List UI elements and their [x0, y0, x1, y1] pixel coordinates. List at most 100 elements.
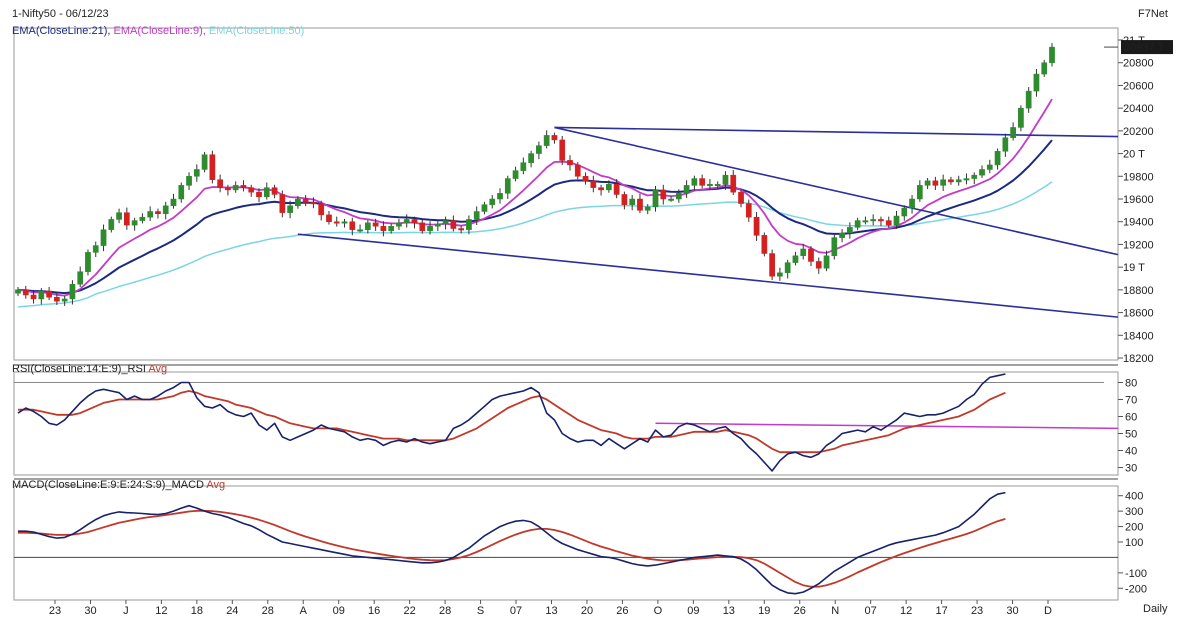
x-tick-label: N	[831, 605, 839, 617]
candle	[738, 191, 744, 204]
x-tick-label: S	[477, 605, 484, 617]
macd-title: MACD(CloseLine:E:9:E:24:S:9)_MACD Avg	[12, 479, 225, 491]
x-tick-label: 22	[404, 605, 416, 617]
candle	[559, 139, 566, 161]
price-tick-label: 20 T	[1123, 149, 1145, 161]
candle	[186, 176, 192, 186]
candle	[675, 193, 682, 200]
macd-tick-label: 200	[1125, 522, 1143, 534]
candle	[1018, 107, 1024, 128]
candle	[341, 221, 348, 224]
candle	[714, 183, 721, 186]
candle	[574, 164, 581, 177]
candle	[295, 198, 301, 207]
macd-line	[18, 491, 1006, 595]
candle	[22, 289, 29, 296]
provider-label: F7Net	[1138, 8, 1168, 20]
candle	[955, 179, 962, 183]
candle	[800, 248, 807, 257]
legend-ema21: EMA(CloseLine:21),	[12, 25, 111, 37]
candle	[372, 222, 379, 227]
candle	[916, 185, 923, 200]
candle	[458, 228, 464, 231]
rsi-title: RSI(CloseLine:14:E:9)_RSI Avg	[12, 363, 167, 375]
candle	[932, 180, 939, 186]
rsi-line	[17, 373, 1006, 472]
trendline-horizontal	[554, 126, 1119, 138]
price-panel-frame	[13, 27, 1119, 361]
rsi-avg-line	[18, 390, 1006, 454]
x-tick-label: 26	[794, 605, 806, 617]
macd-tick-label: 300	[1125, 506, 1143, 518]
price-tick-label: 20200	[1123, 126, 1154, 138]
x-tick-label: 23	[49, 605, 61, 617]
candle	[753, 216, 760, 236]
candle	[613, 183, 620, 195]
price-tick-label: 19 T	[1123, 262, 1145, 274]
candle	[349, 221, 356, 230]
x-tick-label: 30	[84, 605, 96, 617]
candle	[644, 206, 651, 211]
candle	[396, 222, 402, 227]
x-tick-label: 16	[368, 605, 380, 617]
candle	[178, 185, 185, 200]
last-price-badge	[1121, 40, 1173, 55]
candle	[1049, 46, 1055, 63]
candle	[248, 187, 255, 193]
price-panel: 21 T2080020600204002020020 T198001960019…	[15, 35, 1173, 365]
candle	[979, 169, 985, 176]
x-tick-label: 28	[262, 605, 274, 617]
price-tick-label: 18800	[1123, 285, 1154, 297]
x-tick-label: 20	[581, 605, 593, 617]
x-tick-label: A	[300, 605, 308, 617]
price-tick-label: 19600	[1123, 194, 1154, 206]
rsi-tick-label: 60	[1125, 412, 1137, 424]
candle	[870, 219, 877, 222]
price-tick-label: 20600	[1123, 80, 1154, 92]
candle	[232, 185, 239, 191]
candle	[302, 198, 309, 203]
x-tick-label: 13	[545, 605, 557, 617]
candle	[30, 294, 37, 300]
candle	[15, 289, 21, 294]
candle	[660, 189, 667, 200]
candle	[100, 229, 107, 246]
candle	[201, 154, 208, 170]
macd-panel-frame	[13, 485, 1119, 601]
ema50-line	[17, 181, 1053, 308]
candle	[963, 178, 970, 181]
x-axis: 23 30 J 12 18 24 28 A 09 16 22 28 S 07 13 20 26 O 09 13 19 26…	[49, 600, 1052, 617]
candle	[722, 174, 729, 185]
candle	[131, 220, 138, 226]
candle	[1010, 127, 1016, 138]
candle	[792, 255, 799, 263]
x-tick-label: 07	[510, 605, 522, 617]
x-tick-label: 13	[723, 605, 735, 617]
candle	[333, 221, 340, 224]
candle	[263, 187, 270, 197]
candle	[808, 248, 814, 262]
price-tick-label: 18400	[1123, 330, 1154, 342]
x-tick-label: 09	[687, 605, 699, 617]
candle	[209, 154, 216, 180]
candle	[885, 220, 892, 226]
price-tick-label: 19200	[1123, 239, 1154, 251]
candle	[427, 226, 433, 232]
indicator-legend: EMA(CloseLine:21), EMA(CloseLine:9), EMA…	[12, 25, 304, 37]
candle	[256, 191, 262, 197]
candle	[225, 187, 231, 191]
candle	[815, 261, 822, 269]
candle	[986, 164, 993, 170]
macd-tick-label: -100	[1125, 568, 1147, 580]
candle	[193, 169, 200, 177]
rsi-tick-label: 80	[1125, 378, 1137, 390]
candle	[606, 183, 612, 191]
candle	[831, 237, 838, 257]
candle	[364, 222, 371, 230]
last-price-label: 20937.7	[1124, 42, 1164, 54]
chart-title: 1-Nifty50 - 06/12/23	[12, 8, 109, 20]
candle	[139, 216, 146, 221]
candle	[691, 178, 698, 186]
candle	[948, 179, 954, 183]
candle	[777, 272, 783, 277]
